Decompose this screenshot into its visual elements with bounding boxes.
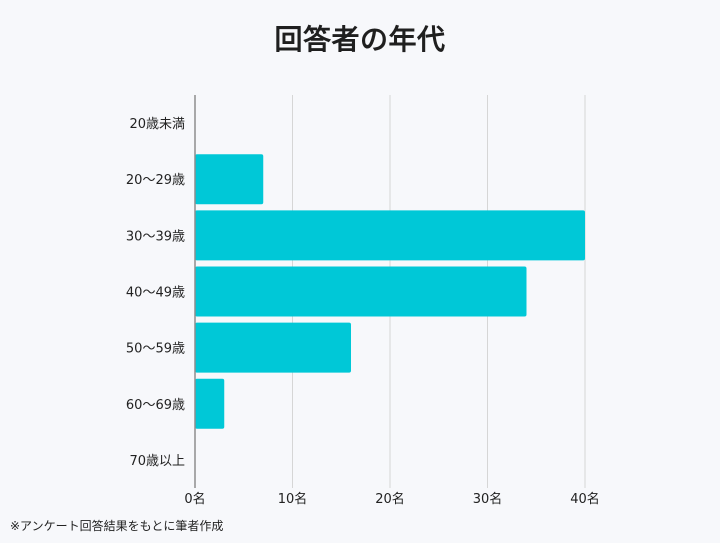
x-tick-label: 40名: [570, 491, 600, 507]
bar: [195, 266, 527, 317]
chart-footnote: ※アンケート回答結果をもとに筆者作成: [10, 519, 224, 533]
x-tick-label: 10名: [278, 491, 308, 507]
y-tick-label: 30〜39歳: [126, 229, 185, 244]
x-tick-label: 30名: [473, 491, 503, 507]
bar: [195, 378, 225, 429]
bar: [195, 154, 264, 205]
y-tick-label: 70歳以上: [129, 454, 185, 469]
y-tick-label: 50〜59歳: [126, 342, 185, 357]
x-tick-label: 0名: [184, 491, 205, 507]
bar: [195, 322, 351, 373]
y-tick-label: 20歳未満: [129, 117, 185, 132]
x-tick-label: 20名: [375, 491, 405, 507]
y-tick-label: 60〜69歳: [126, 398, 185, 413]
bar: [195, 210, 585, 261]
y-tick-label: 40〜49歳: [126, 286, 185, 301]
y-tick-label: 20〜29歳: [126, 173, 185, 188]
chart-title: 回答者の年代: [274, 23, 446, 56]
